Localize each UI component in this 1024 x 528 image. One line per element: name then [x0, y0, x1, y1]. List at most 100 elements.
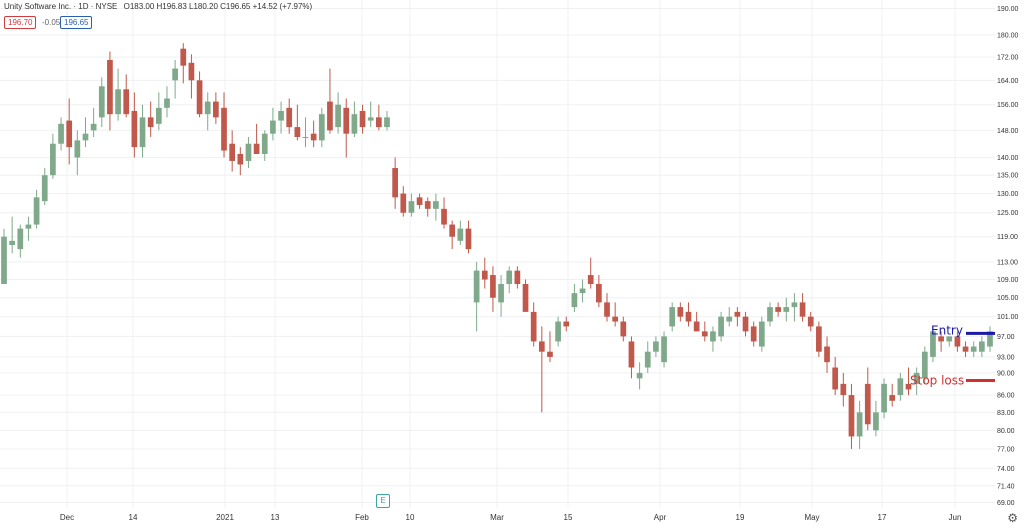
candle	[172, 59, 178, 99]
candle	[473, 261, 480, 332]
y-tick-label: 190.00	[997, 6, 1019, 13]
candle	[498, 275, 504, 317]
candle-body	[783, 307, 790, 312]
candle-body	[864, 383, 871, 425]
time-axis[interactable]: Dec 14 2021 13 Feb 10 Mar 15 Apr 19 May 17 Jun	[0, 508, 995, 528]
candle	[742, 311, 749, 337]
candle-body	[710, 331, 716, 342]
x-tick-label: 13	[271, 513, 280, 522]
candle	[701, 321, 708, 342]
candle-body	[424, 201, 431, 209]
candle	[107, 51, 113, 131]
candle-body	[840, 383, 847, 396]
y-tick-label: 125.00	[997, 210, 1019, 217]
candle	[318, 107, 325, 148]
candle	[930, 326, 936, 363]
y-tick-label: 74.00	[997, 466, 1015, 473]
candle-body	[555, 321, 561, 342]
y-tick-label: 109.00	[997, 277, 1019, 284]
candle	[620, 316, 627, 342]
ohlc-readout: O183.00 H196.83 L180.20 C196.65 +14.52 (…	[123, 2, 313, 11]
x-tick-label: 19	[736, 513, 745, 522]
y-tick-label: 164.00	[997, 78, 1019, 85]
candle	[954, 331, 961, 352]
candle-body	[457, 228, 464, 241]
candle	[17, 224, 24, 258]
candle	[449, 220, 456, 250]
candle-body	[490, 275, 496, 298]
candle	[758, 316, 765, 352]
candle	[978, 336, 985, 357]
candle-body	[962, 346, 969, 352]
candle-body	[921, 351, 928, 379]
candle-body	[832, 367, 839, 390]
y-tick-label: 80.00	[997, 428, 1015, 435]
candle	[204, 92, 211, 131]
candle-body	[481, 270, 488, 280]
candle-body	[196, 80, 203, 115]
candle-body	[734, 311, 741, 317]
candle	[913, 367, 920, 396]
candle-body	[506, 270, 513, 284]
candle	[848, 383, 855, 449]
candle	[718, 311, 724, 342]
candle-body	[498, 283, 504, 303]
candle-body	[416, 197, 423, 205]
candle-body	[930, 331, 936, 357]
x-tick-label: 17	[878, 513, 887, 522]
candle-body	[726, 316, 733, 322]
candle	[612, 302, 619, 327]
candle-body	[514, 270, 521, 284]
candle-body	[758, 321, 765, 347]
candle-body	[50, 143, 56, 176]
candle	[481, 257, 488, 289]
candle	[897, 372, 904, 401]
price-axis[interactable]: 190.00 180.00 172.00 164.00 156.00 148.00 140.…	[995, 0, 1024, 508]
candle	[229, 130, 236, 172]
candle-body	[245, 143, 252, 161]
candle-body	[799, 302, 806, 317]
candle-body	[669, 307, 676, 327]
candle-body	[873, 412, 879, 431]
candle	[530, 302, 537, 347]
price-chart[interactable]: Entry Stop loss	[0, 0, 995, 508]
candle-body	[905, 383, 912, 390]
y-tick-label: 90.00	[997, 370, 1015, 377]
candle	[286, 98, 293, 134]
candle-body	[750, 326, 757, 342]
candle-body	[253, 143, 260, 154]
candle	[661, 331, 667, 368]
candle	[522, 279, 529, 312]
candle	[465, 220, 472, 254]
candle	[571, 283, 578, 312]
candle	[547, 331, 553, 363]
candlesticks	[1, 43, 993, 449]
candle-body	[596, 283, 602, 303]
candle-body	[913, 372, 920, 384]
candle	[514, 266, 521, 289]
candle-body	[221, 107, 227, 151]
candle	[538, 326, 545, 413]
candle-body	[392, 168, 398, 198]
earnings-flag-icon[interactable]: E	[376, 494, 390, 508]
candle-body	[107, 59, 113, 115]
gear-icon[interactable]: ⚙	[1007, 511, 1018, 525]
candle-body	[343, 107, 350, 134]
x-tick-label: Dec	[60, 513, 74, 522]
candle-body	[677, 307, 684, 317]
candle	[506, 266, 513, 294]
candle	[74, 130, 81, 176]
candle-body	[123, 89, 130, 115]
candle-body	[579, 288, 586, 294]
y-tick-label: 93.00	[997, 354, 1015, 361]
candle-body	[82, 133, 89, 141]
candle-body	[66, 120, 73, 148]
candle	[799, 293, 806, 322]
y-tick-label: 105.00	[997, 295, 1019, 302]
x-tick-label: Mar	[490, 513, 504, 522]
candle	[579, 279, 586, 303]
candle	[188, 54, 195, 99]
candle	[669, 302, 676, 332]
candle-body	[204, 101, 211, 115]
candle	[750, 321, 757, 347]
